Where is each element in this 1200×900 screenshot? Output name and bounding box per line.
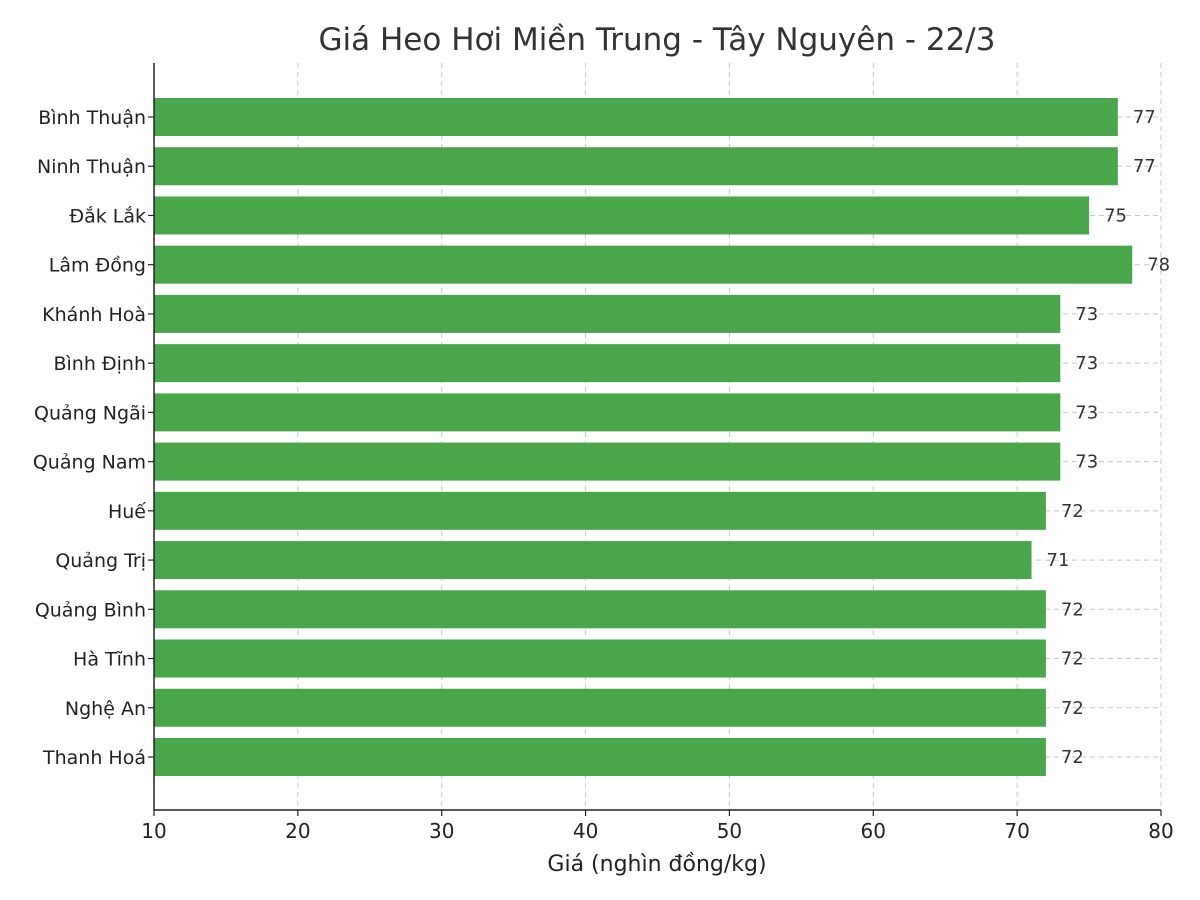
bar-value-label: 77 [1133, 107, 1156, 128]
bar-value-label: 77 [1133, 156, 1156, 177]
bar [154, 590, 1046, 629]
y-tick-label: Lâm Đồng [49, 255, 146, 277]
bar [154, 491, 1046, 530]
y-tick-label: Bình Thuận [38, 107, 146, 129]
x-tick-label: 10 [141, 819, 166, 843]
bar [154, 393, 1061, 432]
y-tick-label: Nghệ An [65, 698, 146, 720]
bar [154, 541, 1032, 580]
x-tick-label: 40 [573, 819, 598, 843]
x-tick-label: 80 [1148, 819, 1173, 843]
bar-value-label: 72 [1061, 698, 1084, 719]
bar [154, 245, 1133, 284]
bar [154, 442, 1061, 481]
x-axis-label: Giá (nghìn đồng/kg) [547, 852, 766, 877]
bar-value-label: 73 [1075, 304, 1098, 325]
bar-value-label: 72 [1061, 747, 1084, 768]
bar [154, 344, 1061, 383]
y-tick-label: Khánh Hoà [42, 304, 146, 326]
bar-value-label: 72 [1061, 599, 1084, 620]
bar [154, 98, 1118, 136]
x-tick-label: 70 [1004, 819, 1029, 843]
bar-value-label: 78 [1147, 255, 1170, 276]
x-tick-label: 20 [285, 819, 310, 843]
bar [154, 147, 1118, 186]
bar-value-label: 71 [1047, 550, 1070, 571]
y-tick-label: Quảng Trị [55, 550, 146, 572]
y-tick-label: Đắk Lắk [69, 204, 146, 227]
y-tick-label: Quảng Bình [35, 599, 146, 621]
bar-value-label: 75 [1104, 205, 1127, 226]
bar-value-label: 73 [1075, 402, 1098, 423]
y-tick-label: Hà Tĩnh [73, 649, 146, 671]
bar [154, 196, 1090, 235]
bar-value-label: 73 [1075, 353, 1098, 374]
bar-value-label: 73 [1075, 452, 1098, 473]
bar-value-label: 72 [1061, 649, 1084, 670]
y-tick-label: Quảng Nam [33, 452, 146, 474]
y-tick-label: Huế [108, 501, 146, 523]
x-tick-label: 30 [429, 819, 454, 843]
x-tick-label: 50 [717, 819, 742, 843]
bar [154, 639, 1046, 678]
chart-title: Giá Heo Hơi Miền Trung - Tây Nguyên - 22… [319, 22, 996, 58]
y-tick-label: Thanh Hoá [42, 747, 146, 769]
y-tick-label: Quảng Ngãi [34, 402, 146, 424]
bar [154, 737, 1046, 776]
y-tick-label: Ninh Thuận [37, 156, 146, 178]
bar [154, 294, 1061, 333]
bar-value-label: 72 [1061, 501, 1084, 522]
y-tick-label: Bình Định [53, 353, 146, 375]
bar [154, 688, 1046, 727]
x-tick-label: 60 [861, 819, 886, 843]
